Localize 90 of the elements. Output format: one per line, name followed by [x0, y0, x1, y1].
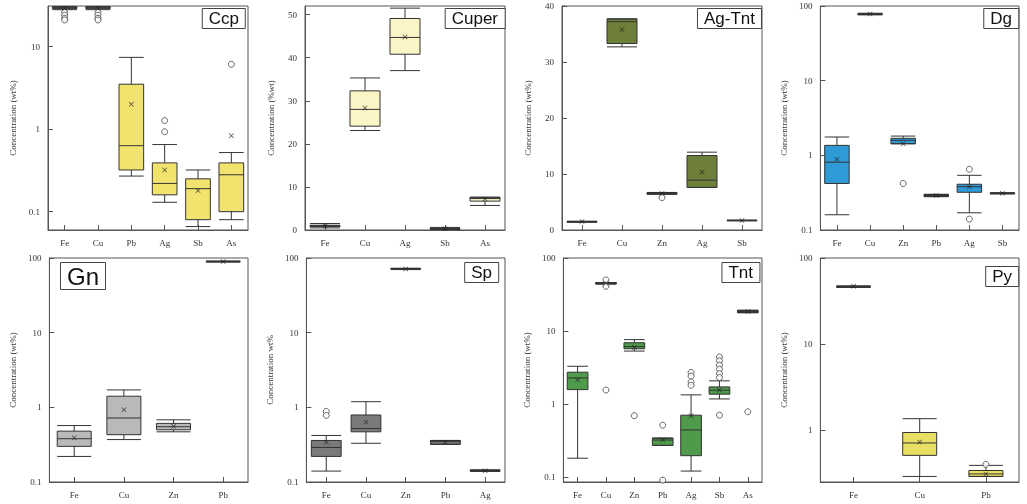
- x-tick-label: Ag: [399, 237, 411, 248]
- y-tick-label: 0.1: [544, 471, 556, 482]
- chart-title: Ccp: [208, 9, 239, 28]
- y-tick-label: 20: [288, 138, 298, 149]
- x-tick-label: Pb: [218, 489, 229, 500]
- x-tick-label: Sb: [997, 237, 1008, 248]
- x-tick-label: As: [226, 237, 237, 248]
- y-tick-label: 1: [35, 124, 40, 135]
- y-axis-title: Concentration (wt%): [778, 332, 789, 408]
- x-tick-label: Ag: [479, 489, 492, 500]
- y-tick-label: 100: [798, 253, 813, 263]
- x-tick-label: Pb: [126, 237, 137, 248]
- x-tick-label: Ag: [159, 237, 171, 248]
- y-tick-label: 0.1: [287, 477, 299, 487]
- y-tick-label: 30: [288, 95, 298, 106]
- y-axis-title: Concentration wt%: [264, 334, 275, 405]
- y-tick-label: 50: [288, 9, 298, 20]
- x-tick-label: Zn: [168, 489, 180, 500]
- chart-title: Tnt: [728, 263, 754, 282]
- x-tick-label: Fe: [60, 237, 70, 248]
- chart-title: Cuper: [451, 9, 499, 28]
- x-tick-label: As: [742, 489, 754, 500]
- x-tick-label: Zn: [898, 237, 909, 248]
- x-tick-label: Zn: [657, 237, 668, 248]
- y-tick-label: 10: [803, 75, 813, 86]
- x-tick-label: Pb: [981, 489, 992, 500]
- y-tick-label: 30: [545, 57, 555, 67]
- y-tick-label: 1: [550, 398, 556, 409]
- y-tick-label: 100: [798, 1, 813, 11]
- y-axis-title: Concentration (wt%): [778, 80, 789, 156]
- x-tick-label: Cu: [118, 489, 130, 500]
- x-tick-label: Cu: [864, 237, 876, 248]
- x-tick-label: As: [479, 237, 491, 248]
- y-tick-label: 0.1: [801, 225, 813, 235]
- chart-title: Sp: [471, 263, 492, 282]
- y-tick-label: 1: [293, 402, 299, 413]
- y-tick-label: 10: [545, 169, 555, 179]
- x-tick-label: Cu: [92, 237, 104, 248]
- x-tick-label: Ag: [696, 237, 708, 248]
- y-tick-label: 10: [288, 181, 298, 192]
- y-tick-label: 40: [545, 1, 555, 11]
- x-tick-label: Sb: [440, 237, 451, 248]
- text: Py: [992, 267, 1013, 286]
- x-tick-label: Sb: [193, 237, 204, 248]
- x-tick-label: Fe: [321, 489, 331, 500]
- x-tick-label: Fe: [69, 489, 79, 500]
- y-tick-label: 0.1: [30, 477, 42, 487]
- x-tick-label: Cu: [600, 489, 612, 500]
- y-tick-label: 100: [27, 253, 42, 263]
- x-tick-label: Zn: [629, 489, 640, 500]
- y-tick-label: 10: [546, 325, 556, 336]
- y-axis-title: Concentration (wt%): [7, 332, 18, 408]
- y-tick-label: 0: [292, 225, 298, 235]
- y-tick-label: 0: [549, 225, 555, 235]
- x-tick-label: Fe: [577, 237, 587, 248]
- y-tick-label: 10: [803, 339, 813, 350]
- y-tick-label: 1: [36, 402, 42, 413]
- y-tick-label: 100: [284, 253, 299, 263]
- y-tick-label: 1: [807, 150, 813, 161]
- y-tick-label: 0.1: [28, 206, 40, 217]
- y-tick-label: 10: [32, 327, 42, 338]
- y-tick-label: 100: [541, 253, 556, 263]
- x-tick-label: Ag: [963, 237, 976, 248]
- x-tick-label: Fe: [320, 237, 330, 248]
- x-tick-label: Cu: [360, 489, 372, 500]
- y-tick-label: 10: [31, 41, 41, 52]
- x-tick-label: Cu: [914, 489, 926, 500]
- x-tick-label: Sb: [737, 237, 748, 248]
- x-tick-label: Fe: [832, 237, 842, 248]
- x-tick-label: Cu: [616, 237, 628, 248]
- y-axis-title: Concentration (wt%): [521, 332, 532, 408]
- chart-title: Gn: [67, 262, 100, 290]
- chart-title: Dg: [990, 9, 1012, 28]
- x-tick-label: Pb: [931, 237, 942, 248]
- x-tick-label: Fe: [573, 489, 583, 500]
- x-tick-label: Cu: [359, 237, 371, 248]
- x-tick-label: Pb: [657, 489, 668, 500]
- x-tick-label: Ag: [685, 489, 698, 500]
- y-axis-title: Concentration (%wt): [265, 80, 276, 156]
- y-tick-label: 1: [807, 425, 813, 436]
- y-tick-label: 20: [545, 113, 555, 123]
- x-tick-label: Sb: [714, 489, 725, 500]
- x-tick-label: Fe: [849, 489, 859, 500]
- y-tick-label: 40: [288, 52, 298, 63]
- chart-title: Ag-Tnt: [703, 9, 756, 28]
- x-tick-label: Pb: [440, 489, 451, 500]
- y-axis-title: Concentration (wt%): [8, 80, 19, 156]
- x-tick-label: Zn: [400, 489, 412, 500]
- y-tick-label: 10: [289, 327, 299, 338]
- y-axis-title: Concentration (wt%): [522, 80, 533, 156]
